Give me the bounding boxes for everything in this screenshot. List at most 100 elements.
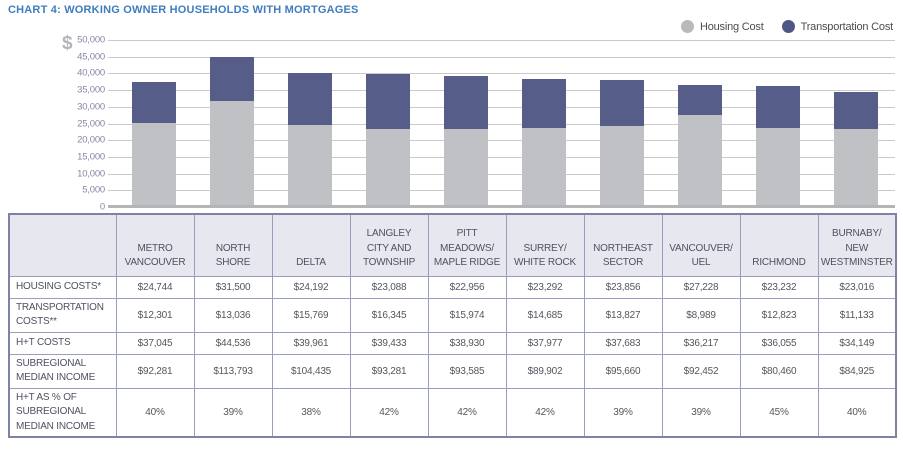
table-row: H+T AS % OF SUBREGIONAL MEDIAN INCOME 40%… xyxy=(8,387,897,438)
y-tick-label: 40,000 xyxy=(77,67,105,79)
row-label: H+T AS % OF SUBREGIONAL MEDIAN INCOME xyxy=(8,387,117,438)
legend-label-housing-cost: Housing Cost xyxy=(699,20,764,33)
row-label: TRANSPORTATION COSTS** xyxy=(8,297,117,333)
gridline xyxy=(108,156,895,158)
table-cell: $37,045 xyxy=(115,331,195,355)
dollar-sign: $ xyxy=(62,33,73,54)
housing-cost-swatch-icon xyxy=(680,20,694,33)
gridline xyxy=(108,90,895,92)
legend-item-housing-cost: Housing Cost xyxy=(680,20,764,33)
table-cell: $38,930 xyxy=(427,331,507,355)
table-cell: $23,232 xyxy=(739,275,819,299)
table-cell: $92,281 xyxy=(115,353,195,389)
gridline xyxy=(108,123,895,125)
bar-segment-housing xyxy=(210,100,254,206)
row-label: HOUSING COSTS* xyxy=(8,275,117,299)
table-cell: 42% xyxy=(349,387,429,438)
table-cell: $37,977 xyxy=(505,331,585,355)
table-cell: 39% xyxy=(193,387,273,438)
column-header: VANCOUVER/ UEL xyxy=(661,213,741,277)
bar-segment-housing xyxy=(366,128,410,206)
table-row: TRANSPORTATION COSTS** $12,301 $13,036 $15,… xyxy=(8,297,897,333)
table-cell: $39,433 xyxy=(349,331,429,355)
column-header: BURNABY/ NEW WESTMINSTER xyxy=(817,213,897,277)
table-cell: $23,016 xyxy=(817,275,897,299)
table-cell: $80,460 xyxy=(739,353,819,389)
bar-segment-transportation xyxy=(522,79,566,129)
table-cell: $34,149 xyxy=(817,331,897,355)
table-cell: $36,217 xyxy=(661,331,741,355)
bar-segment-transportation xyxy=(132,82,176,124)
stacked-bar-5 xyxy=(444,75,488,206)
gridline xyxy=(108,140,895,142)
table-cell: $37,683 xyxy=(583,331,663,355)
bar-segment-transportation xyxy=(600,80,644,127)
bar-segment-housing xyxy=(834,129,878,206)
bar-segment-transportation xyxy=(210,57,254,101)
table-cell: $93,585 xyxy=(427,353,507,389)
bar-segment-housing xyxy=(522,128,566,206)
stacked-bar-9 xyxy=(756,85,800,206)
table-cell: $23,856 xyxy=(583,275,663,299)
transportation-cost-swatch-icon xyxy=(781,20,795,33)
column-header: PITT MEADOWS/ MAPLE RIDGE xyxy=(427,213,507,277)
column-header: RICHMOND xyxy=(739,213,819,277)
table-cell: $44,536 xyxy=(193,331,273,355)
row-label: SUBREGIONAL MEDIAN INCOME xyxy=(8,353,117,389)
table-row: SUBREGIONAL MEDIAN INCOME $92,281 $113,793… xyxy=(8,353,897,389)
chart-title: CHART 4: WORKING OWNER HOUSEHOLDS WITH M… xyxy=(8,4,359,16)
y-axis-labels: 50,000 45,000 40,000 35,000 30,000 25,000 20,0… xyxy=(0,35,105,213)
table-header-row: METRO VANCOUVER NORTH SHORE DELTA LANGLEY C… xyxy=(8,213,897,277)
table-cell: 40% xyxy=(817,387,897,438)
table-corner-cell xyxy=(8,213,117,277)
y-tick-label: 5,000 xyxy=(82,184,105,196)
table-cell: $15,769 xyxy=(271,297,351,333)
y-tick-label: 10,000 xyxy=(77,168,105,180)
table-cell: $39,961 xyxy=(271,331,351,355)
bar-segment-housing xyxy=(600,126,644,206)
bar-segment-transportation xyxy=(756,85,800,129)
bar-segment-housing xyxy=(678,115,722,206)
stacked-bar-4 xyxy=(366,74,410,206)
stacked-bar-1 xyxy=(132,82,176,206)
y-tick-label: 50,000 xyxy=(77,34,105,46)
column-header: NORTH SHORE xyxy=(193,213,273,277)
table-cell: 40% xyxy=(115,387,195,438)
column-header: LANGLEY CITY AND TOWNSHIP xyxy=(349,213,429,277)
plot-area xyxy=(108,40,895,208)
y-tick-label: 30,000 xyxy=(77,101,105,113)
bar-segment-housing xyxy=(132,123,176,206)
table-cell: $89,902 xyxy=(505,353,585,389)
table-cell: $27,228 xyxy=(661,275,741,299)
y-tick-label: 0 xyxy=(99,201,105,213)
table-row: H+T COSTS $37,045 $44,536 $39,961 $39,433 $38… xyxy=(8,331,897,355)
y-tick-label: 25,000 xyxy=(77,118,105,129)
table-cell: $113,793 xyxy=(193,353,273,389)
y-tick-label: 45,000 xyxy=(77,51,105,63)
bar-segment-transportation xyxy=(288,72,332,126)
table-cell: 39% xyxy=(583,387,663,438)
legend-item-transportation-cost: Transportation Cost xyxy=(781,20,893,33)
gridline xyxy=(108,173,895,175)
gridline xyxy=(108,190,895,192)
stacked-bar-6 xyxy=(522,79,566,206)
y-tick-label: 35,000 xyxy=(77,84,105,96)
table-cell: $12,823 xyxy=(739,297,819,333)
table-cell: $12,301 xyxy=(115,297,195,333)
table-cell: 42% xyxy=(427,387,507,438)
table-cell: $24,744 xyxy=(115,275,195,299)
table-cell: $24,192 xyxy=(271,275,351,299)
gridline xyxy=(108,40,895,41)
table-cell: $16,345 xyxy=(349,297,429,333)
table-cell: $95,660 xyxy=(583,353,663,389)
gridline xyxy=(108,106,895,108)
y-tick-label: 20,000 xyxy=(77,134,105,146)
table-cell: $15,974 xyxy=(427,297,507,333)
column-header: SURREY/ WHITE ROCK xyxy=(505,213,585,277)
row-label: H+T COSTS xyxy=(8,331,117,355)
gridline xyxy=(108,56,895,58)
table-cell: $92,452 xyxy=(661,353,741,389)
gridline xyxy=(108,73,895,75)
table-cell: 45% xyxy=(739,387,819,438)
